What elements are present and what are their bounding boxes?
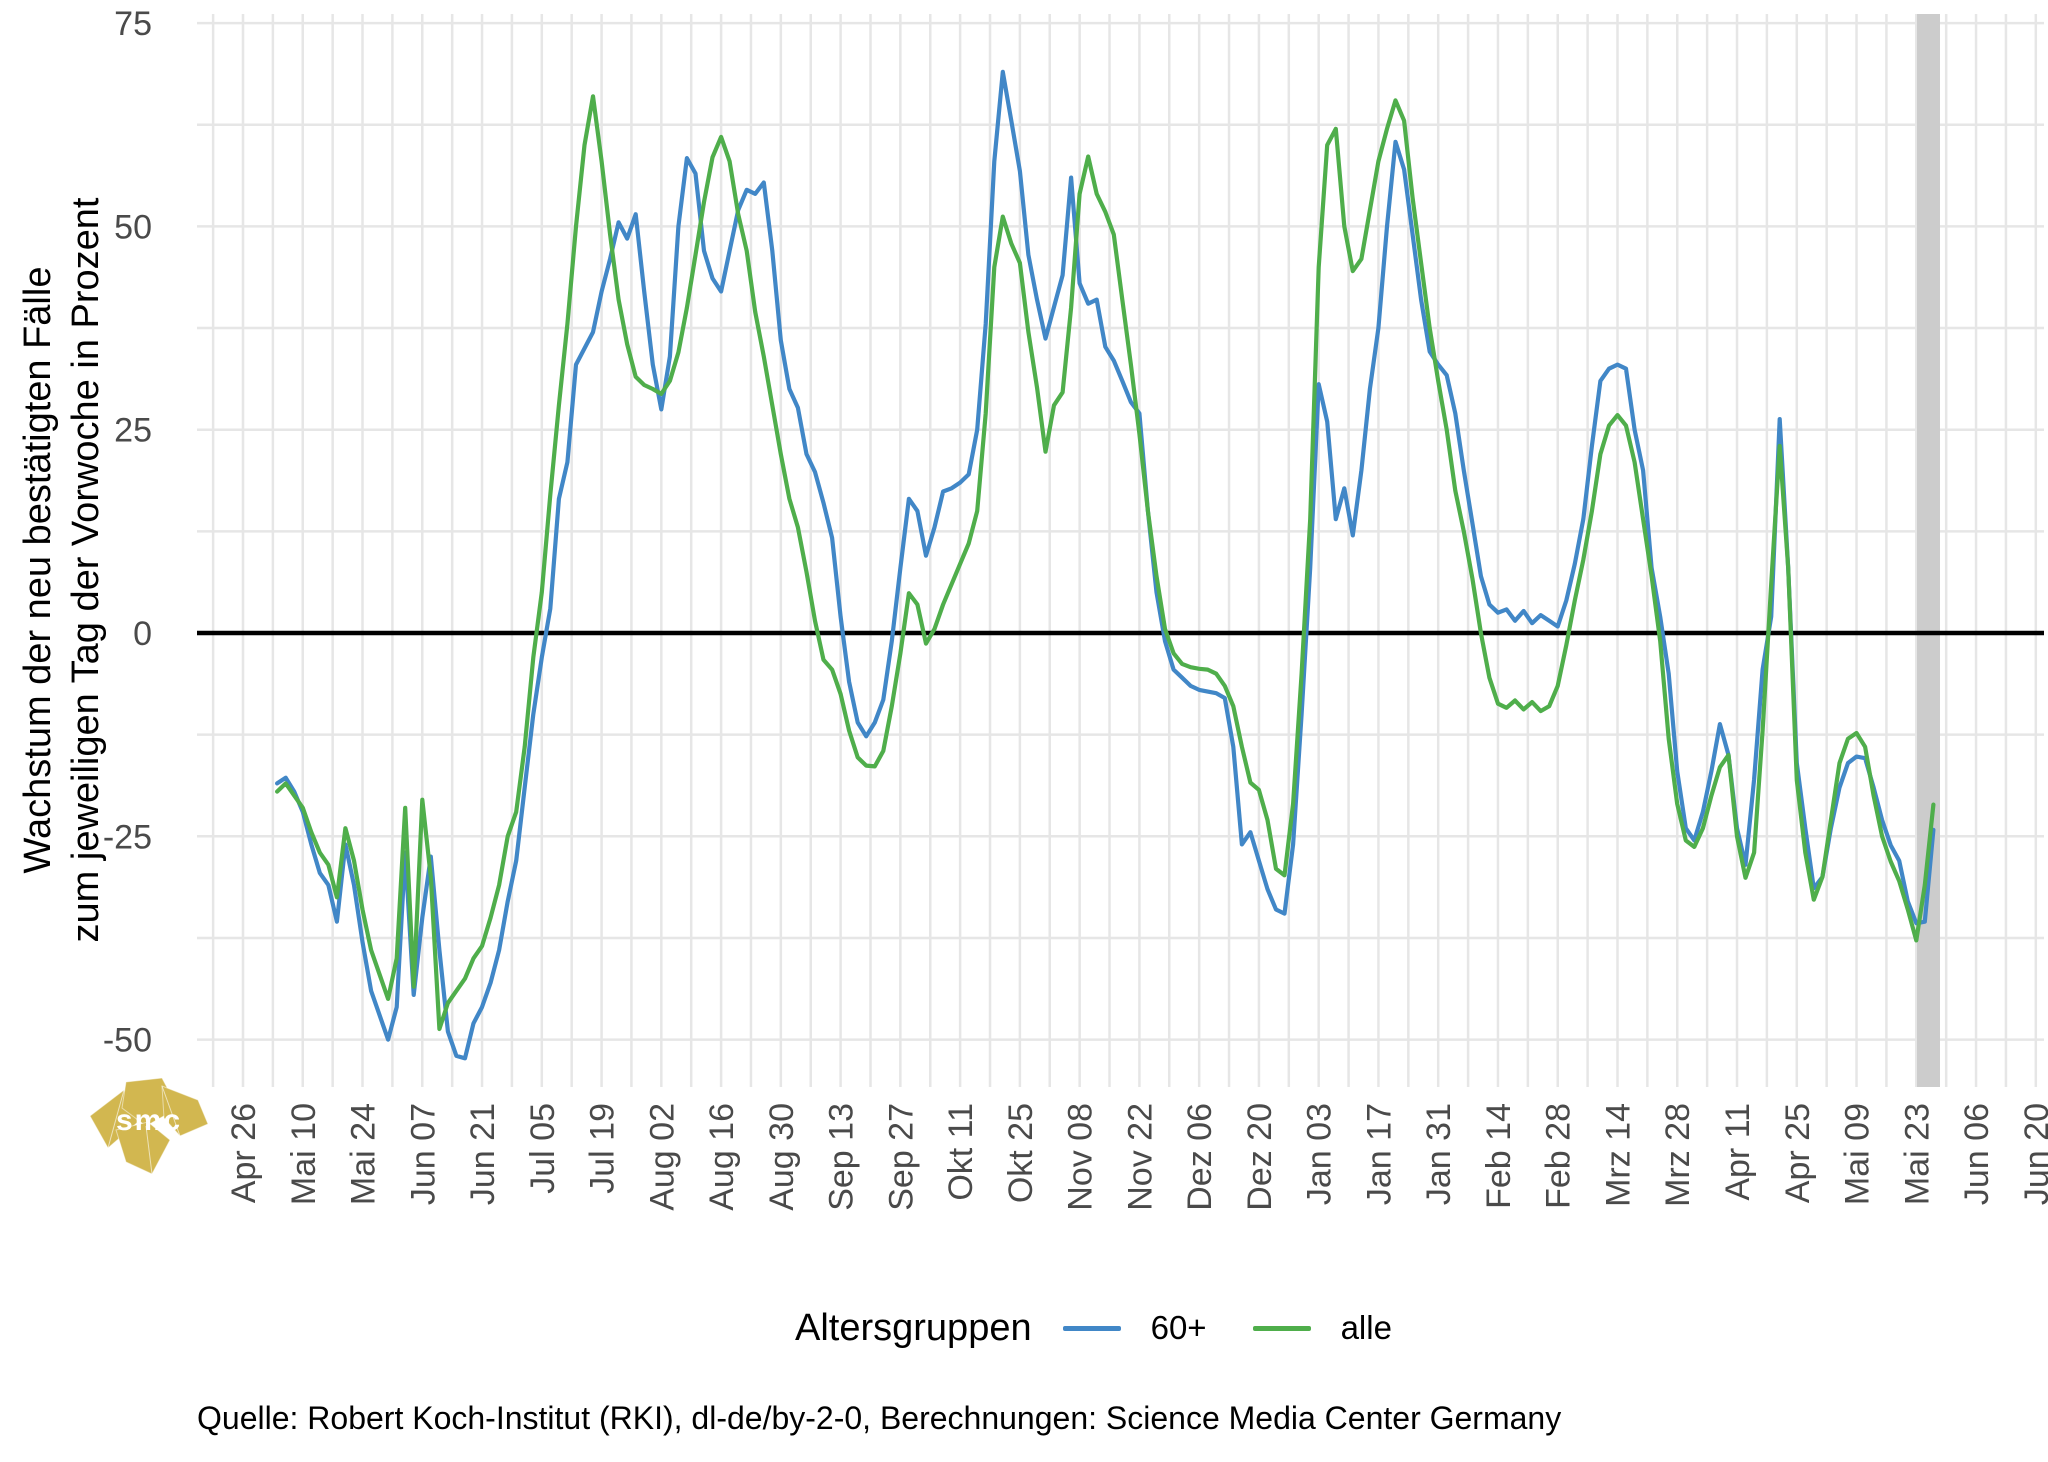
y-tick-label: 25 [114,412,152,450]
x-tick-label: Jun 07 [404,1103,442,1205]
legend-label-alle: alle [1340,1309,1392,1346]
series-line-60plus [275,69,1936,1061]
x-tick-label: Apr 26 [225,1103,263,1203]
y-axis-title-line2: zum jeweiligen Tag der Vorwoche in Proze… [65,197,107,943]
x-tick-label: Jul 19 [584,1103,622,1194]
x-tick-label: Mai 23 [1898,1103,1936,1205]
x-tick-label: Nov 22 [1121,1103,1159,1211]
legend-key-60plus-line [1062,1325,1121,1331]
legend: Altersgruppen 60+ alle [795,1300,1392,1356]
x-tick-label: Mai 24 [345,1103,383,1205]
x-tick-label: Apr 11 [1719,1103,1757,1201]
x-tick-label: Feb 28 [1540,1103,1578,1209]
x-tick-label: Mrz 14 [1599,1103,1637,1207]
source-caption: Quelle: Robert Koch-Institut (RKI), dl-d… [197,1400,1562,1436]
y-tick-label: 0 [133,615,152,653]
x-tick-label: Dez 06 [1181,1103,1219,1211]
x-tick-label: Feb 14 [1480,1103,1518,1209]
legend-key-alle-line [1252,1325,1311,1331]
x-tick-label: Sep 27 [882,1103,920,1211]
y-axis-title: Wachstum der neu bestätigten Fälle zum j… [14,30,110,1110]
y-tick-label: 50 [114,208,152,246]
x-tick-label: Jun 21 [464,1103,502,1205]
y-axis-title-line1: Wachstum der neu bestätigten Fälle [17,266,59,874]
y-axis-tick-labels: 75 50 25 0 -25 -50 [103,5,152,1060]
smc-logo: smc [89,1078,209,1175]
y-tick-label: -25 [103,818,152,856]
x-tick-label: Mai 10 [285,1103,323,1205]
x-tick-label: Jan 17 [1360,1103,1398,1205]
smc-logo-text: smc [116,1104,182,1137]
x-tick-label: Aug 16 [703,1103,741,1211]
x-tick-label: Dez 20 [1241,1103,1279,1211]
legend-title: Altersgruppen [795,1306,1032,1349]
x-axis-tick-labels: Apr 26 Mai 10 Mai 24 Jun 07 Jun 21 Jul 05 Jul … [225,1103,2048,1211]
x-tick-label: Aug 30 [763,1103,801,1211]
series-line-alle [275,94,1936,1032]
x-tick-label: Mrz 28 [1659,1103,1697,1207]
x-tick-label: Jan 03 [1301,1103,1339,1205]
y-tick-label: -50 [103,1022,152,1060]
x-tick-label: Jun 20 [2018,1103,2048,1205]
x-tick-label: Nov 08 [1062,1103,1100,1211]
x-tick-label: Sep 13 [823,1103,861,1211]
x-tick-label: Okt 11 [942,1103,980,1201]
y-tick-label: 75 [114,5,152,43]
legend-label-60plus: 60+ [1150,1309,1207,1346]
x-tick-label: Aug 02 [643,1103,681,1211]
x-tick-label: Okt 25 [1002,1103,1040,1203]
x-tick-label: Mai 09 [1839,1103,1877,1205]
growth-line-chart: Apr 26 Mai 10 Mai 24 Jun 07 Jun 21 Jul 05 Jul … [103,5,2048,1211]
x-tick-label: Jul 05 [524,1103,562,1194]
x-tick-label: Jun 06 [1958,1103,1996,1205]
x-tick-label: Apr 25 [1779,1103,1817,1203]
grid-layer [197,14,2044,1087]
smc-logo-star-shape [89,1078,209,1175]
recent-data-highlight-band [1917,14,1940,1087]
x-tick-label: Jan 31 [1420,1103,1458,1205]
